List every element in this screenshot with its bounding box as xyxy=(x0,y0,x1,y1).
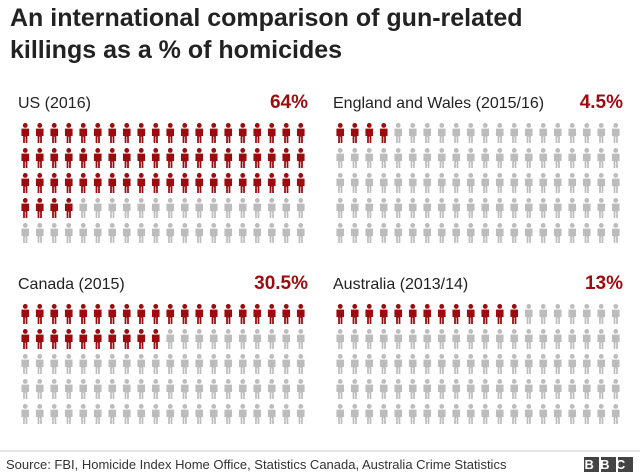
chart-title: An international comparison of gun-relat… xyxy=(10,4,523,32)
value-label: 64% xyxy=(270,92,308,113)
panel-title: Canada (2015) xyxy=(18,276,125,293)
background-icons xyxy=(21,123,305,243)
logo-text: BBC xyxy=(584,457,631,472)
value-label: 30.5% xyxy=(254,273,308,294)
source: Source: FBI, Homicide Index Home Office,… xyxy=(6,457,507,472)
panel-title: England and Wales (2015/16) xyxy=(333,95,544,112)
panel-title: US (2016) xyxy=(18,95,91,112)
highlight-icons xyxy=(21,123,305,218)
panel-title: Australia (2013/14) xyxy=(333,276,468,293)
value-label: 4.5% xyxy=(580,92,623,113)
highlight-icons xyxy=(336,123,399,143)
highlight-icons xyxy=(336,304,519,324)
highlight-icons xyxy=(21,304,305,349)
background-icons xyxy=(336,123,620,243)
chart-title: killings as a % of homicides xyxy=(10,36,342,64)
background-icons xyxy=(21,304,305,424)
value-label: 13% xyxy=(585,273,623,294)
background-icons xyxy=(336,304,620,424)
logo: BBC xyxy=(584,457,633,472)
